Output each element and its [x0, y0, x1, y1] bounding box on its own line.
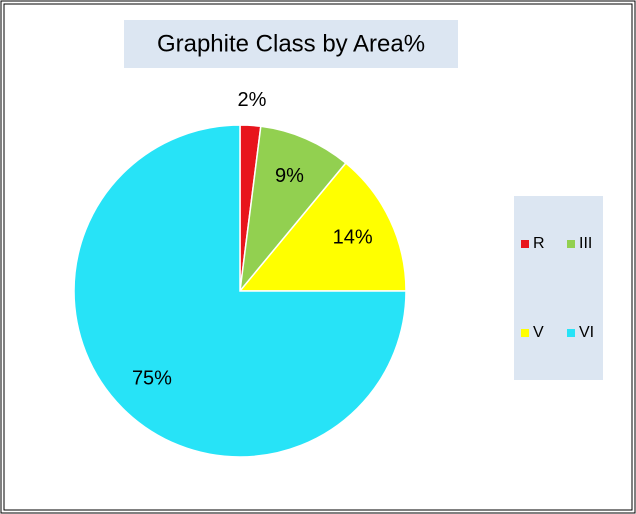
legend-swatch: [521, 329, 529, 337]
pie-slice: [73, 124, 407, 458]
data-label: 75%: [132, 367, 172, 389]
legend-swatch: [567, 240, 575, 248]
data-label: 14%: [333, 226, 373, 248]
legend-label: VI: [579, 324, 594, 341]
legend-swatch: [521, 240, 529, 248]
data-label: 9%: [275, 165, 304, 187]
inner-frame: [3, 3, 633, 511]
title-box: [124, 20, 458, 68]
pie-slice: [238, 162, 407, 292]
chart-title: Graphite Class by Area%: [157, 30, 425, 57]
legend-label: R: [533, 235, 545, 252]
legend-swatch: [567, 329, 575, 337]
legend-label: III: [579, 235, 592, 252]
pie-slice: [238, 125, 347, 294]
data-label: 2%: [238, 89, 267, 111]
legend-box: [514, 196, 603, 380]
legend-label: V: [533, 324, 544, 341]
